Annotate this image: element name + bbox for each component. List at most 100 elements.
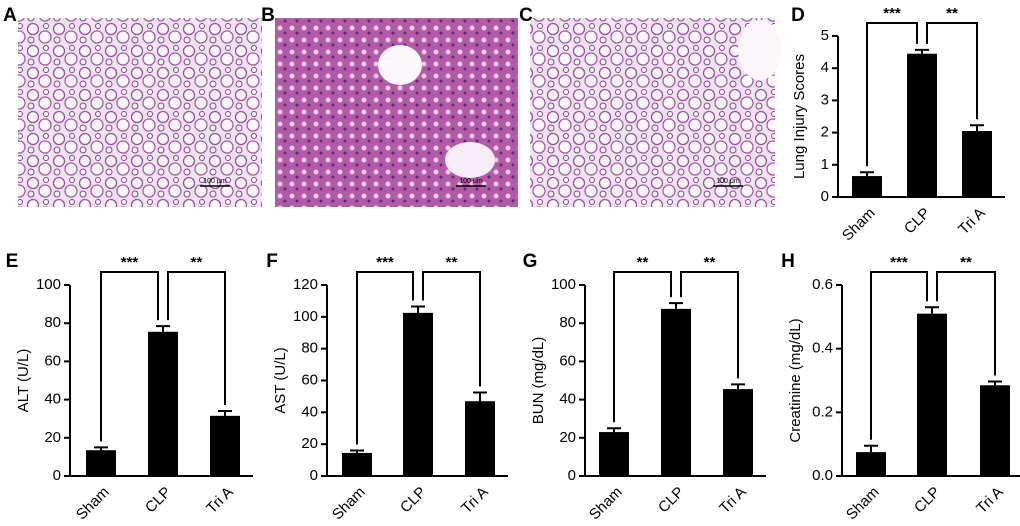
significance-label: ** [960, 254, 972, 271]
scale-bar-label: 100 μm [203, 178, 227, 185]
error-bar [473, 391, 487, 402]
y-tick-label: 80 [44, 314, 61, 331]
error-bar [156, 325, 170, 332]
bar [723, 389, 753, 476]
y-tick-label: 60 [559, 352, 576, 369]
y-tick-label: 80 [559, 314, 576, 331]
error-bar [925, 306, 939, 314]
y-tick-label: 0.4 [812, 340, 833, 357]
y-tick-label: 2 [821, 124, 829, 141]
panel-letter: G [523, 251, 538, 272]
significance-label: ** [704, 254, 716, 271]
significance-bracket [936, 271, 996, 376]
y-tick-label: 0 [310, 467, 318, 484]
x-tick-label: Sham [586, 484, 626, 524]
significance-label: *** [376, 254, 394, 271]
y-tick-label: 20 [559, 429, 576, 446]
significance-label: ** [191, 254, 203, 271]
y-tick-label: 100 [551, 276, 576, 293]
panel-letter: F [266, 251, 278, 272]
scale-bar-label: 100 μm [716, 178, 740, 185]
significance-label: *** [890, 254, 908, 271]
panel-letter: E [6, 251, 19, 272]
y-tick-label: 4 [821, 59, 829, 76]
bar [403, 312, 433, 476]
panel-letter: B [261, 5, 275, 26]
x-tick-label: Sham [73, 484, 113, 524]
error-bar [94, 446, 108, 451]
bar [980, 385, 1010, 476]
bar [148, 331, 178, 476]
y-tick-label: 3 [821, 91, 829, 108]
y-tick-label: 1 [821, 156, 829, 173]
bar [852, 176, 882, 197]
bar [962, 130, 992, 197]
error-bar [864, 444, 878, 453]
significance-label: ** [637, 254, 649, 271]
y-axis-label: ALT (U/L) [15, 349, 32, 413]
error-bar [411, 305, 425, 313]
y-tick-label: 0.2 [812, 403, 833, 420]
significance-bracket [356, 271, 414, 445]
x-tick-label: Sham [839, 205, 879, 245]
y-tick-label: 40 [44, 391, 61, 408]
significance-bracket [866, 22, 918, 167]
panel-letter: C [519, 5, 533, 26]
image-a [18, 18, 262, 207]
y-tick-label: 0.6 [812, 276, 833, 293]
x-tick-label: CLP [901, 205, 934, 238]
image-b [275, 18, 518, 207]
y-axis-label: Creatinine (mg/dL) [787, 318, 804, 442]
y-tick-label: 100 [293, 308, 318, 325]
bar [907, 53, 937, 198]
y-tick-label: 0 [821, 188, 829, 205]
error-bar [350, 449, 364, 453]
bar [465, 401, 495, 476]
bar [599, 432, 629, 476]
significance-label: ** [446, 254, 458, 271]
panel-letter: A [3, 5, 17, 26]
y-tick-label: 0 [53, 467, 61, 484]
y-tick-label: 60 [44, 352, 61, 369]
x-tick-label: CLP [142, 484, 175, 517]
y-tick-label: 20 [301, 435, 318, 452]
y-tick-label: 120 [293, 276, 318, 293]
significance-bracket [680, 271, 739, 379]
bar [661, 308, 691, 476]
error-bar [607, 427, 621, 433]
y-axis-label: BUN (mg/dL) [530, 337, 547, 425]
significance-label: *** [883, 5, 901, 22]
bar [856, 452, 886, 476]
y-tick-label: 0 [568, 467, 576, 484]
bar [210, 415, 240, 476]
x-tick-label: Tri A [203, 484, 236, 517]
bar [917, 313, 947, 476]
y-tick-label: 40 [301, 403, 318, 420]
y-tick-label: 60 [301, 371, 318, 388]
image-c [530, 18, 782, 207]
panel-letter: D [791, 5, 805, 26]
x-tick-label: CLP [911, 484, 944, 517]
panel-letter: H [781, 251, 795, 272]
x-tick-label: Sham [329, 484, 369, 524]
significance-label: ** [946, 5, 958, 22]
y-tick-label: 5 [821, 27, 829, 44]
x-tick-label: Tri A [716, 484, 749, 517]
error-bar [218, 410, 232, 416]
significance-label: *** [121, 254, 139, 271]
error-bar [860, 171, 874, 177]
x-tick-label: CLP [397, 484, 430, 517]
significance-bracket [100, 271, 159, 442]
scale-bar-label: 100 μm [459, 178, 483, 185]
significance-bracket [613, 271, 672, 423]
y-tick-label: 20 [44, 429, 61, 446]
y-axis-label: Lung Injury Scores [791, 54, 808, 179]
significance-bracket [926, 22, 978, 120]
significance-bracket [422, 271, 481, 387]
error-bar [731, 383, 745, 390]
x-tick-label: Sham [843, 484, 883, 524]
y-tick-label: 80 [301, 340, 318, 357]
error-bar [988, 380, 1002, 386]
x-tick-label: Tri A [973, 484, 1006, 517]
